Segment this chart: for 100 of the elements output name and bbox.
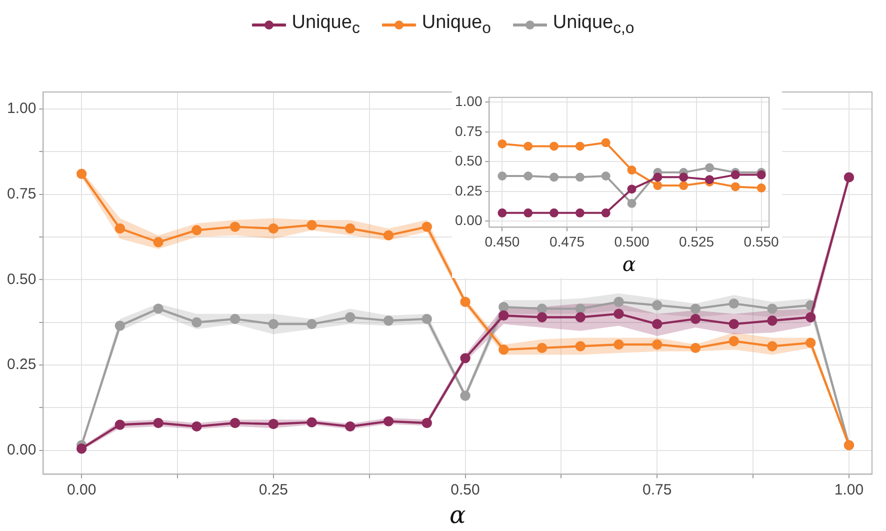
point <box>192 421 202 432</box>
point <box>601 171 610 180</box>
point <box>690 342 701 354</box>
point <box>498 208 507 218</box>
point <box>306 417 317 428</box>
point <box>153 418 164 428</box>
point <box>652 318 662 330</box>
y-tick-label: 0.50 <box>6 270 36 288</box>
point <box>550 142 559 151</box>
x-tick-label: 0.25 <box>258 481 288 498</box>
legend-label: Unique$_{c,o}$ <box>552 12 634 38</box>
point <box>268 223 279 234</box>
point <box>601 208 610 218</box>
point <box>550 172 559 182</box>
point <box>690 304 701 314</box>
point <box>230 418 240 428</box>
point <box>383 230 394 240</box>
point <box>653 181 662 190</box>
x-axis-title: α <box>622 252 636 276</box>
point <box>422 314 432 324</box>
point <box>704 163 714 172</box>
point <box>614 308 624 319</box>
point <box>422 222 432 232</box>
point <box>730 182 740 192</box>
point <box>306 318 317 330</box>
point <box>383 416 394 426</box>
point <box>614 339 624 350</box>
point <box>767 341 778 352</box>
point <box>498 302 509 312</box>
x-axis-title: α <box>449 500 466 529</box>
y-tick-label: 0.25 <box>6 356 36 374</box>
point <box>460 390 470 401</box>
y-tick-label: 1.00 <box>6 100 36 118</box>
x-tick-label: 0.475 <box>549 233 585 250</box>
point <box>76 168 87 179</box>
point <box>690 314 701 324</box>
x-tick-label: 0.450 <box>484 233 520 250</box>
point <box>601 138 610 148</box>
point <box>728 298 739 309</box>
point <box>345 223 356 234</box>
point <box>498 310 509 321</box>
point <box>653 172 662 182</box>
point <box>575 341 586 352</box>
point <box>844 172 854 182</box>
point <box>627 198 636 208</box>
point <box>306 220 317 230</box>
point <box>153 304 164 314</box>
point <box>192 317 202 328</box>
point <box>652 300 662 310</box>
point <box>460 353 470 364</box>
point <box>114 420 126 430</box>
point <box>268 418 279 430</box>
point <box>614 296 624 307</box>
point <box>756 183 766 192</box>
point <box>268 318 279 330</box>
x-tick-label: 0.00 <box>66 481 96 498</box>
y-tick-label: 0.75 <box>6 186 36 203</box>
point <box>679 181 688 190</box>
point <box>524 208 533 218</box>
y-tick-label: 0.25 <box>455 182 482 198</box>
point <box>730 170 740 180</box>
point <box>230 314 240 324</box>
point <box>627 166 636 175</box>
y-tick-label: 0.75 <box>455 122 482 139</box>
point <box>383 316 394 326</box>
y-tick-label: 0.50 <box>455 152 482 169</box>
point <box>114 223 126 234</box>
point <box>460 296 470 307</box>
point <box>524 171 533 180</box>
legend-label: Unique$_{o}$ <box>422 12 491 38</box>
point <box>230 222 240 232</box>
point <box>728 336 739 346</box>
point <box>575 312 586 322</box>
point <box>767 304 778 314</box>
x-tick-label: 0.500 <box>614 233 650 250</box>
point <box>498 171 507 180</box>
point <box>575 172 584 182</box>
point <box>575 142 584 151</box>
point <box>756 170 766 180</box>
x-tick-label: 1.00 <box>834 481 864 498</box>
point <box>575 208 584 218</box>
point <box>767 316 778 326</box>
point <box>422 418 432 428</box>
point <box>345 312 356 322</box>
point <box>652 339 662 350</box>
y-tick-label: 0.00 <box>6 441 36 458</box>
point <box>575 304 586 314</box>
point <box>679 172 688 182</box>
point <box>728 318 739 330</box>
x-tick-label: 0.550 <box>744 233 780 250</box>
point <box>498 139 507 148</box>
point <box>536 342 548 354</box>
point <box>806 312 816 322</box>
point <box>153 237 164 248</box>
point <box>627 184 636 194</box>
point <box>550 208 559 218</box>
x-tick-label: 0.525 <box>679 233 714 250</box>
y-tick-label: 0.00 <box>455 212 482 228</box>
point <box>498 344 509 355</box>
y-tick-label: 1.00 <box>455 93 482 110</box>
